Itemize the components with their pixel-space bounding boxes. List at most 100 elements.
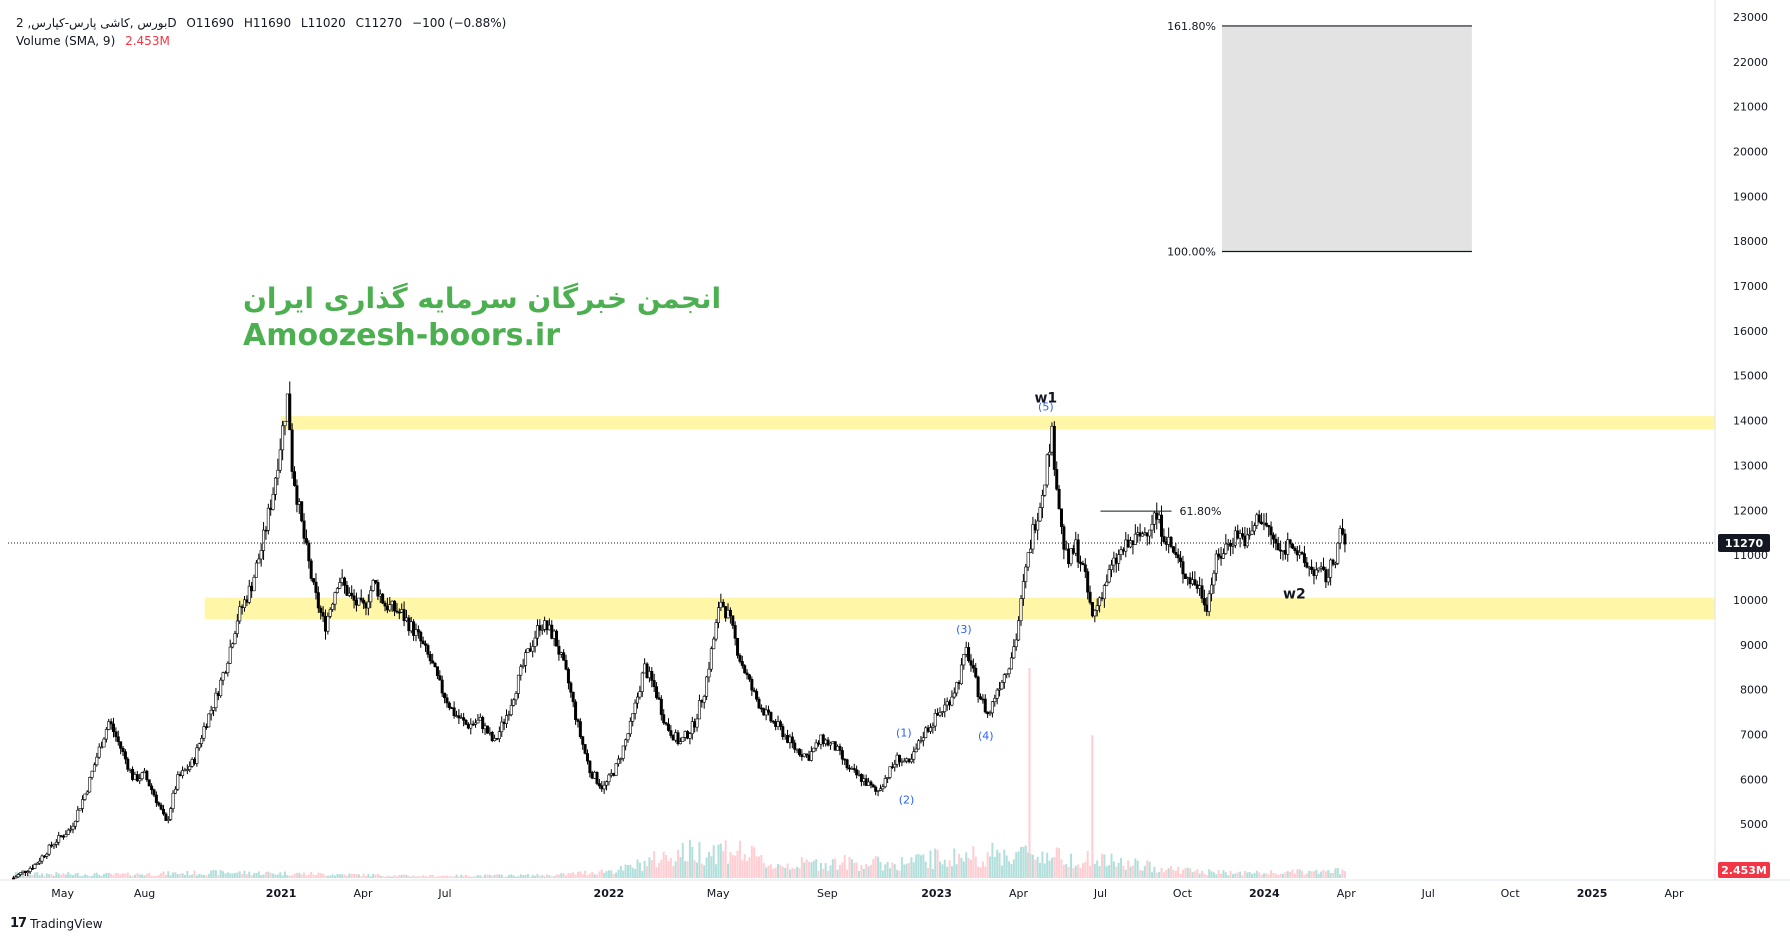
volume-bar (422, 875, 425, 878)
y-tick-label: 12000 (1733, 504, 1768, 517)
candle-body (1219, 556, 1223, 559)
candle-body (416, 629, 420, 633)
candle-body (202, 726, 206, 739)
volume-bar (329, 875, 332, 878)
candle-body (483, 725, 487, 730)
candle-body (1017, 620, 1021, 641)
candle-body (1281, 550, 1285, 552)
candle-body (762, 708, 766, 716)
candle-body (185, 769, 189, 771)
volume-bar (553, 876, 556, 878)
volume-bar (253, 873, 256, 878)
candle-body (1100, 597, 1104, 600)
candle-body (1143, 532, 1147, 535)
candle-body (576, 719, 580, 722)
candle-body (259, 550, 263, 560)
volume-bar (948, 860, 951, 878)
volume-bar (1165, 870, 1168, 878)
volume-bar (626, 865, 629, 878)
candle-body (743, 665, 747, 674)
volume-bar (1048, 860, 1051, 878)
candle-body (290, 429, 294, 472)
volume-bar (1058, 848, 1061, 878)
candle-body (907, 758, 911, 763)
candle-body (771, 720, 775, 723)
volume-bar (850, 859, 853, 878)
volume-bar (1062, 864, 1065, 878)
candle-body (102, 738, 106, 748)
candle-body (107, 721, 111, 730)
candle-body (145, 770, 149, 780)
volume-bar (984, 866, 987, 878)
volume-bar (45, 873, 48, 878)
volume-bar (1010, 863, 1013, 878)
candle-body (928, 727, 932, 732)
candle-body (169, 808, 173, 820)
volume-bar (26, 875, 29, 878)
candle-body (1048, 451, 1052, 456)
volume-bar (262, 874, 265, 878)
candle-body (528, 648, 532, 652)
volume-bar (1053, 857, 1056, 878)
candle-body (1193, 579, 1197, 586)
volume-bar (888, 868, 891, 878)
volume-bar (434, 876, 437, 878)
candle-body (1336, 542, 1340, 564)
candle-body (674, 732, 678, 741)
candle-body (138, 778, 142, 782)
volume-bar (562, 873, 565, 878)
support-resistance-zones (204, 416, 1716, 620)
y-tick-label: 13000 (1733, 459, 1768, 472)
volume-bar (557, 874, 560, 878)
volume-bar (1217, 870, 1220, 878)
volume-bar (388, 876, 391, 878)
candle-body (1317, 567, 1321, 571)
candle-body (855, 769, 859, 776)
volume-bar (341, 874, 344, 878)
volume-bar (1174, 870, 1177, 878)
volume-bar (660, 859, 663, 878)
volume-bar (291, 875, 294, 878)
volume-bar (1153, 866, 1156, 878)
volume-bar (353, 873, 356, 878)
volume-bar (981, 861, 984, 878)
candle-body (302, 520, 306, 539)
candle-body (66, 829, 70, 835)
candle-body (516, 674, 520, 694)
candle-body (514, 693, 518, 701)
volume-bar (1143, 865, 1146, 878)
x-tick-label: May (51, 887, 74, 900)
volume-bar (869, 864, 872, 878)
volume-bar (238, 871, 241, 878)
volume-bar (405, 875, 408, 878)
volume-bar (727, 863, 730, 878)
volume-bar (650, 860, 653, 878)
candle-body (1095, 605, 1099, 611)
volume-bar (324, 875, 327, 878)
volume-indicator-name: Volume (SMA, 9) (16, 34, 116, 48)
volume-bar (138, 874, 141, 878)
candle-body (531, 646, 535, 652)
candle-body (857, 773, 861, 776)
volume-bar (793, 868, 796, 878)
candle-body (738, 655, 742, 662)
volume-bar (781, 866, 784, 878)
candle-body (11, 877, 15, 880)
volume-bar (210, 870, 213, 878)
candle-body (936, 713, 940, 716)
candle-body (1224, 543, 1228, 554)
volume-bar (443, 875, 446, 878)
candle-body (464, 720, 468, 725)
candle-body (895, 754, 899, 765)
candle-body (755, 691, 759, 700)
tradingview-brand[interactable]: 𝟭𝟳 TradingView (10, 916, 103, 931)
candle-body (547, 624, 551, 631)
candle-body (95, 756, 99, 766)
volume-bar (779, 865, 782, 878)
candle-body (1121, 549, 1125, 552)
candle-body (533, 637, 537, 647)
candle-body (1071, 548, 1075, 554)
volume-bar (1258, 872, 1261, 878)
candle-body (1150, 524, 1154, 531)
